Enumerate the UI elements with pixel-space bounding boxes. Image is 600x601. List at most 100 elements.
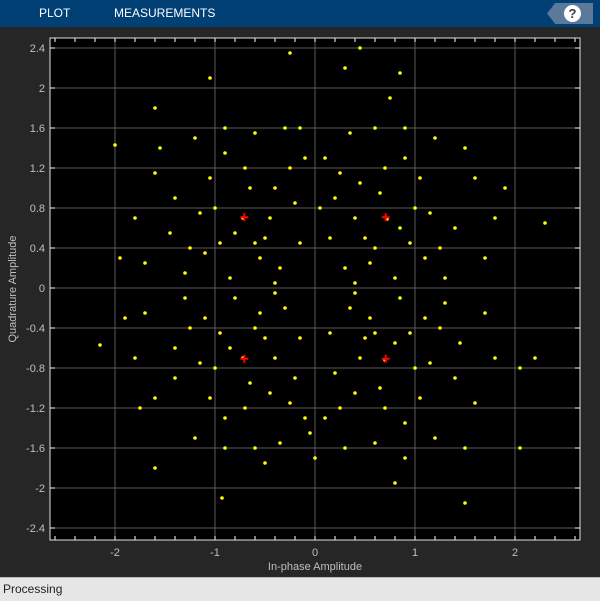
data-point bbox=[348, 131, 352, 135]
data-point bbox=[248, 381, 252, 385]
data-point bbox=[483, 256, 487, 260]
data-point bbox=[273, 186, 277, 190]
data-point bbox=[138, 406, 142, 410]
data-point bbox=[393, 341, 397, 345]
data-point bbox=[208, 176, 212, 180]
x-tick-label: -1 bbox=[210, 547, 220, 559]
data-point bbox=[453, 226, 457, 230]
data-point bbox=[543, 221, 547, 225]
data-point bbox=[258, 256, 262, 260]
reference-point bbox=[240, 213, 249, 222]
data-point bbox=[228, 276, 232, 280]
data-point bbox=[153, 171, 157, 175]
data-point bbox=[213, 206, 217, 210]
data-point bbox=[493, 356, 497, 360]
data-point bbox=[258, 311, 262, 315]
data-point bbox=[158, 146, 162, 150]
data-point bbox=[463, 446, 467, 450]
data-point bbox=[323, 156, 327, 160]
x-tick-label: 1 bbox=[412, 547, 418, 559]
data-point bbox=[303, 416, 307, 420]
data-point bbox=[198, 211, 202, 215]
data-point bbox=[293, 376, 297, 380]
y-tick-label: 2 bbox=[39, 83, 45, 95]
data-point bbox=[438, 326, 442, 330]
data-point bbox=[398, 296, 402, 300]
data-point bbox=[213, 366, 217, 370]
data-point bbox=[403, 456, 407, 460]
data-point bbox=[243, 166, 247, 170]
data-point bbox=[383, 166, 387, 170]
data-point bbox=[233, 231, 237, 235]
x-tick-label: 2 bbox=[512, 547, 518, 559]
data-point bbox=[118, 256, 122, 260]
data-point bbox=[398, 71, 402, 75]
data-point bbox=[428, 211, 432, 215]
data-point bbox=[343, 446, 347, 450]
data-point bbox=[333, 196, 337, 200]
data-point bbox=[228, 346, 232, 350]
x-tick-label: 0 bbox=[312, 547, 318, 559]
data-point bbox=[198, 361, 202, 365]
data-point bbox=[343, 66, 347, 70]
data-point bbox=[403, 421, 407, 425]
tab-plot[interactable]: PLOT bbox=[39, 6, 71, 20]
data-point bbox=[463, 146, 467, 150]
data-point bbox=[368, 261, 372, 265]
data-point bbox=[298, 336, 302, 340]
data-point bbox=[413, 206, 417, 210]
data-point bbox=[503, 186, 507, 190]
data-point bbox=[378, 191, 382, 195]
data-point bbox=[263, 461, 267, 465]
data-point bbox=[278, 266, 282, 270]
data-point bbox=[373, 441, 377, 445]
data-point bbox=[408, 331, 412, 335]
data-point bbox=[193, 436, 197, 440]
data-point bbox=[353, 391, 357, 395]
data-point bbox=[173, 376, 177, 380]
data-point bbox=[353, 216, 357, 220]
data-point bbox=[463, 501, 467, 505]
data-point bbox=[518, 446, 522, 450]
data-point bbox=[223, 416, 227, 420]
reference-point bbox=[381, 213, 390, 222]
data-point bbox=[338, 406, 342, 410]
data-point bbox=[113, 143, 117, 147]
data-point bbox=[373, 126, 377, 130]
y-tick-label: -2 bbox=[35, 483, 45, 495]
data-point bbox=[263, 336, 267, 340]
data-point bbox=[143, 261, 147, 265]
data-point bbox=[393, 481, 397, 485]
plot-border bbox=[49, 37, 581, 541]
data-point bbox=[153, 396, 157, 400]
tab-measurements[interactable]: MEASUREMENTS bbox=[114, 6, 216, 20]
data-point bbox=[318, 206, 322, 210]
data-point bbox=[223, 446, 227, 450]
data-point bbox=[328, 236, 332, 240]
data-point bbox=[218, 331, 222, 335]
data-point bbox=[203, 251, 207, 255]
data-point bbox=[133, 216, 137, 220]
data-point bbox=[288, 401, 292, 405]
y-axis-label: Quadrature Amplitude bbox=[7, 235, 19, 342]
data-point bbox=[223, 126, 227, 130]
data-point bbox=[133, 356, 137, 360]
help-button[interactable]: ? bbox=[547, 3, 593, 24]
data-point bbox=[98, 343, 102, 347]
data-point bbox=[363, 236, 367, 240]
data-point bbox=[173, 346, 177, 350]
data-point bbox=[188, 246, 192, 250]
data-point bbox=[298, 126, 302, 130]
y-tick-label: 2.4 bbox=[30, 43, 45, 55]
data-point bbox=[243, 406, 247, 410]
data-point bbox=[253, 131, 257, 135]
data-point bbox=[358, 181, 362, 185]
data-point bbox=[383, 406, 387, 410]
data-point bbox=[208, 76, 212, 80]
y-tick-label: 1.6 bbox=[30, 123, 45, 135]
data-point bbox=[493, 216, 497, 220]
data-point bbox=[368, 316, 372, 320]
data-point bbox=[358, 46, 362, 50]
data-point bbox=[253, 446, 257, 450]
data-point bbox=[343, 266, 347, 270]
